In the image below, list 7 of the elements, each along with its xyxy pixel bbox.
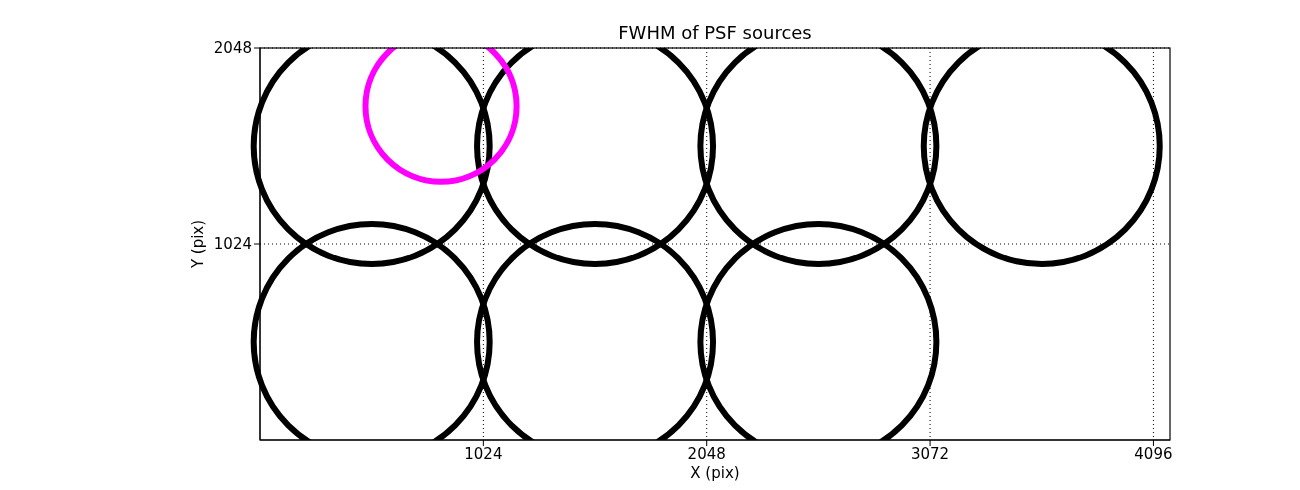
x-tick-label: 1024 bbox=[464, 444, 503, 463]
x-tick-label: 3072 bbox=[910, 444, 950, 463]
x-tick-label: 2048 bbox=[687, 444, 726, 463]
y-axis-title: Y (pix) bbox=[189, 219, 208, 270]
chart-title: FWHM of PSF sources bbox=[617, 22, 813, 43]
x-tick-label: 4096 bbox=[1134, 444, 1173, 463]
x-axis-title: X (pix) bbox=[690, 464, 740, 482]
